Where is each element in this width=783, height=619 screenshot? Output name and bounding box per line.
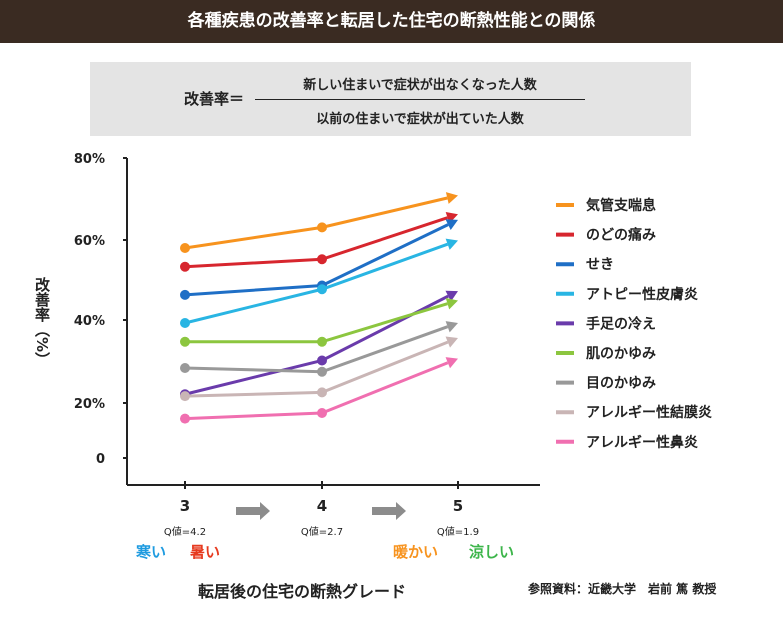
x-tick-sublabel: Q値=1.9 [437,525,479,538]
data-point [180,261,190,272]
y-tick-label: 20% [74,397,105,412]
legend-entry: アレルギー性鼻炎 [556,434,698,451]
legend-entry: せき [556,257,614,273]
legend-entry: 目のかゆみ [556,376,656,392]
label-hot: 暑い [190,543,221,561]
label-cool: 涼しい [469,543,515,561]
legend-label: 肌のかゆみ [586,346,656,362]
data-point [180,391,190,402]
formula-fraction-line [255,99,585,100]
data-point [180,318,190,328]
page-title: 各種疾患の改善率と転居した住宅の断熱性能との関係 [0,0,783,43]
legend-label: せき [586,257,614,273]
legend-entry: 気管支喘息 [556,197,656,214]
x-tick-label: 5 [453,497,463,515]
data-point-arrowhead [445,297,458,310]
label-warm: 暖かい [393,543,439,561]
data-point [180,336,190,347]
x-tick-sublabel: Q値=4.2 [164,525,206,538]
series-アレルギー性結膜炎 [180,336,458,402]
series-アトピー性皮膚炎 [180,238,458,328]
source-citation: 参照資料：近畿大学 岩前 篤 教授 [528,582,717,596]
series-目のかゆみ [180,321,458,377]
legend-entry: アレルギー性結膜炎 [556,404,712,421]
series-line [185,302,448,344]
gray-transition-arrow [372,507,396,515]
legend-entry: アトピー性皮膚炎 [556,286,698,303]
series-アレルギー性鼻炎 [180,357,458,424]
formula-lhs: 改善率＝ [184,90,245,108]
series-line [184,196,448,250]
data-point [317,366,327,377]
data-point [180,413,190,424]
data-point [317,408,327,418]
data-point [317,387,327,398]
data-point-arrowhead [445,321,458,333]
label-cold: 寒い [136,543,167,561]
formula-numerator: 新しい住まいで症状が出なくなった人数 [303,78,537,93]
data-point [317,355,327,366]
y-tick-label: 0 [96,452,105,467]
series-肌のかゆみ [180,297,458,347]
x-tick-label: 4 [317,497,327,515]
data-point-arrowhead [445,219,458,231]
series-line [184,325,449,374]
x-tick-label: 3 [180,497,190,515]
gray-transition-arrow [236,507,260,515]
data-point [180,363,190,373]
legend-label: アレルギー性鼻炎 [586,434,698,451]
legend-label: アトピー性皮膚炎 [586,286,698,303]
formula-denominator: 以前の住まいで症状が出ていた人数 [316,112,524,127]
data-point-arrowhead [445,290,458,302]
data-point [317,284,327,295]
legend-label: 目のかゆみ [586,376,656,392]
data-point [317,336,327,347]
data-point-arrowhead [445,357,458,369]
y-tick-label: 60% [74,234,105,249]
data-point [317,254,327,265]
data-point [180,243,190,253]
data-point-arrowhead [445,336,458,348]
legend-label: 手足の冷え [586,315,656,332]
x-axis-title: 転居後の住宅の断熱グレード [198,582,407,601]
legend-entry: 手足の冷え [556,315,656,332]
y-tick-label: 40% [74,314,105,329]
y-tick-label: 80% [74,152,105,167]
gray-transition-arrowhead [396,502,406,520]
x-tick-sublabel: Q値=2.7 [301,525,343,538]
data-point [180,289,190,300]
legend-label: アレルギー性結膜炎 [586,404,712,421]
y-axis-title: 改善率（%） [33,276,51,367]
data-point-arrowhead [445,238,458,250]
data-point [317,222,327,233]
data-point-arrowhead [445,192,458,204]
series-line [184,242,449,325]
improvement-rate-formula: 改善率＝ 新しい住まいで症状が出なくなった人数 以前の住まいで症状が出ていた人数 [90,62,691,136]
legend-label: 気管支喘息 [586,197,656,214]
legend-label: のどの痛み [586,227,656,244]
gray-transition-arrowhead [260,502,270,520]
legend-entry: のどの痛み [556,227,656,244]
series-気管支喘息 [180,192,458,253]
legend-entry: 肌のかゆみ [556,346,656,362]
